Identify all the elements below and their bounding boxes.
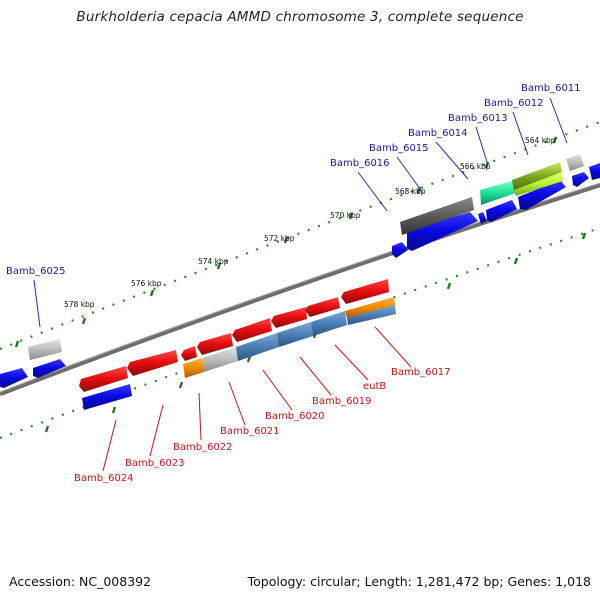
kbp-label-564: 564 kbp: [525, 136, 556, 145]
gene-label-bamb-6019[interactable]: Bamb_6019: [312, 396, 372, 407]
page-title: Burkholderia cepacia AMMD chromosome 3, …: [76, 9, 524, 25]
gene-label-eutb[interactable]: eutB: [363, 381, 386, 392]
gene-label-bamb-6021[interactable]: Bamb_6021: [220, 426, 280, 437]
cds-bamb-6011-region[interactable]: [566, 154, 600, 187]
reverse-gene-labels: Bamb_6017 eutB Bamb_6019 Bamb_6020 Bamb_…: [74, 367, 451, 484]
forward-cds-lower-row[interactable]: [392, 180, 566, 258]
kbp-label-568: 568 kbp: [395, 187, 426, 196]
reverse-scale-track: [0, 226, 600, 440]
kbp-label-566: 566 kbp: [460, 162, 491, 171]
gene-label-bamb-6024[interactable]: Bamb_6024: [74, 473, 134, 484]
forward-gene-labels: Bamb_6011 Bamb_6012 Bamb_6013 Bamb_6014 …: [6, 83, 581, 277]
gene-label-bamb-6016[interactable]: Bamb_6016: [330, 158, 390, 169]
reverse-cds-lower-row[interactable]: [82, 297, 396, 410]
kbp-label-578: 578 kbp: [64, 300, 95, 309]
forward-label-leaders: [33, 97, 568, 328]
gene-label-bamb-6025[interactable]: Bamb_6025: [6, 266, 66, 277]
reverse-cds-row[interactable]: [79, 279, 389, 392]
kbp-label-574: 574 kbp: [198, 257, 229, 266]
gene-label-bamb-6012[interactable]: Bamb_6012: [484, 98, 544, 109]
kbp-label-572: 572 kbp: [264, 234, 295, 243]
kbp-label-576: 576 kbp: [131, 279, 162, 288]
gene-label-bamb-6015[interactable]: Bamb_6015: [369, 143, 429, 154]
kbp-label-570: 570 kbp: [330, 211, 361, 220]
kbp-labels: 564 kbp 566 kbp 568 kbp 570 kbp 572 kbp …: [64, 136, 556, 309]
gene-label-bamb-6013[interactable]: Bamb_6013: [448, 113, 508, 124]
forward-cds-upper-row[interactable]: [400, 162, 563, 235]
forward-major-ticks: [14, 136, 558, 348]
cds-bamb-6025-region[interactable]: [0, 339, 66, 388]
gene-label-bamb-6023[interactable]: Bamb_6023: [125, 458, 185, 469]
gene-label-bamb-6011[interactable]: Bamb_6011: [521, 83, 581, 94]
gene-label-bamb-6014[interactable]: Bamb_6014: [408, 128, 468, 139]
chromosome-backbone: [0, 182, 600, 397]
gene-label-bamb-6017[interactable]: Bamb_6017: [391, 367, 451, 378]
accession-text: Accession: NC_008392: [9, 574, 152, 589]
genome-stats-text: Topology: circular; Length: 1,281,472 bp…: [247, 574, 591, 589]
gene-label-bamb-6022[interactable]: Bamb_6022: [173, 442, 233, 453]
reverse-label-leaders: [102, 326, 412, 472]
gene-label-bamb-6020[interactable]: Bamb_6020: [265, 411, 325, 422]
